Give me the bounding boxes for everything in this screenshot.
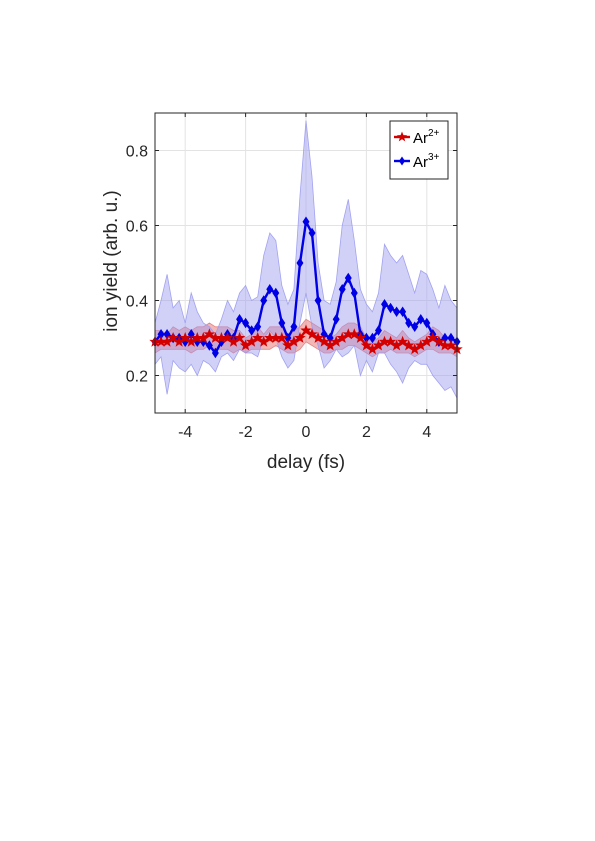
data-point-1 bbox=[312, 331, 324, 343]
data-point-1 bbox=[445, 339, 457, 351]
data-point-2 bbox=[260, 295, 268, 306]
legend-label-superscript: 2+ bbox=[428, 128, 440, 139]
data-point-2 bbox=[248, 325, 256, 336]
data-point-1 bbox=[433, 335, 445, 347]
axes bbox=[154, 112, 458, 414]
data-point-1 bbox=[203, 328, 216, 340]
legend-label: Ar2+ bbox=[413, 128, 440, 147]
data-point-1 bbox=[221, 331, 234, 343]
data-point-2 bbox=[205, 340, 213, 351]
data-point-2 bbox=[387, 302, 395, 314]
data-point-2 bbox=[296, 257, 304, 269]
data-point-2 bbox=[272, 287, 280, 299]
data-point-1 bbox=[233, 331, 246, 343]
data-point-2 bbox=[266, 284, 274, 295]
x-tick-label: -2 bbox=[238, 424, 252, 441]
data-point-2 bbox=[236, 314, 244, 325]
data-point-1 bbox=[384, 335, 397, 347]
x-axis-label: delay (fs) bbox=[267, 452, 345, 473]
data-point-1 bbox=[167, 331, 179, 343]
x-tick-label: 2 bbox=[362, 424, 371, 441]
x-tick-label: 0 bbox=[302, 424, 311, 441]
legend-label: Ar3+ bbox=[413, 152, 440, 171]
data-point-2 bbox=[254, 321, 262, 332]
x-tick-label: -4 bbox=[178, 424, 192, 441]
data-point-2 bbox=[308, 227, 316, 239]
data-point-2 bbox=[368, 332, 376, 344]
data-point-2 bbox=[411, 321, 419, 332]
legend-swatch-marker bbox=[396, 131, 408, 142]
data-point-2 bbox=[423, 317, 431, 329]
y-tick-label: 0.6 bbox=[126, 219, 148, 236]
data-point-2 bbox=[242, 317, 250, 329]
data-point-2 bbox=[374, 325, 382, 336]
data-point-2 bbox=[393, 306, 401, 317]
legend-label-base: Ar bbox=[413, 130, 428, 147]
data-point-1 bbox=[300, 324, 312, 336]
data-point-2 bbox=[399, 306, 407, 317]
data-point-2 bbox=[381, 299, 389, 310]
y-tick-label: 0.8 bbox=[126, 144, 148, 161]
uncertainty-bands bbox=[154, 120, 458, 399]
data-point-1 bbox=[294, 331, 306, 343]
legend-label-base: Ar bbox=[413, 154, 428, 171]
data-point-2 bbox=[338, 284, 346, 295]
data-point-2 bbox=[405, 317, 413, 329]
x-tick-label: 4 bbox=[422, 424, 431, 441]
data-point-1 bbox=[360, 339, 373, 351]
y-axis-label: ion yield (arb. u.) bbox=[101, 190, 122, 332]
data-point-1 bbox=[251, 331, 264, 343]
legend-swatch-marker bbox=[399, 156, 405, 166]
data-point-2 bbox=[302, 216, 310, 227]
data-point-2 bbox=[211, 347, 219, 359]
y-tick-label: 0.2 bbox=[126, 369, 148, 386]
data-point-1 bbox=[348, 328, 361, 340]
data-point-2 bbox=[350, 287, 358, 299]
legend: Ar2+Ar3+ bbox=[389, 120, 449, 180]
data-point-1 bbox=[318, 335, 330, 347]
data-point-1 bbox=[354, 331, 367, 343]
data-point-1 bbox=[427, 331, 439, 343]
tick-labels: -4 -2 0 2 4 0.2 0.4 0.6 0.8 bbox=[126, 144, 432, 442]
data-point-1 bbox=[306, 328, 318, 340]
data-point-2 bbox=[344, 272, 352, 284]
data-point-1 bbox=[402, 339, 415, 351]
legend-label-superscript: 3+ bbox=[428, 152, 440, 163]
data-point-2 bbox=[314, 295, 322, 306]
legend-box bbox=[389, 120, 449, 180]
data-point-1 bbox=[396, 335, 409, 347]
data-point-2 bbox=[278, 317, 286, 329]
data-point-1 bbox=[276, 331, 288, 343]
data-point-2 bbox=[332, 314, 340, 325]
data-point-2 bbox=[290, 321, 298, 332]
data-point-2 bbox=[417, 314, 425, 325]
data-point-1 bbox=[179, 331, 191, 343]
y-tick-label: 0.4 bbox=[126, 294, 148, 311]
series-markers bbox=[149, 216, 463, 359]
